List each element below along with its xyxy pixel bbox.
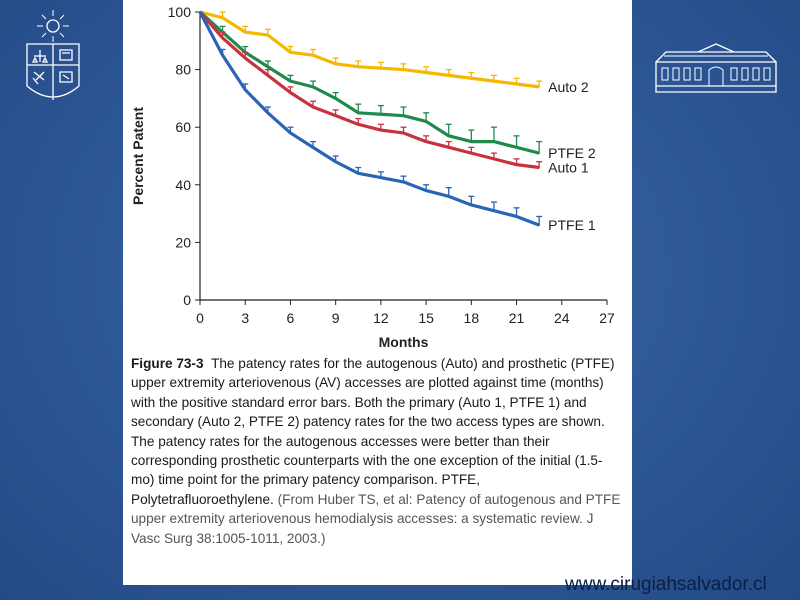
data-point [425,120,427,123]
data-point [380,67,382,69]
x-tick-label: 9 [332,310,340,326]
x-tick-label: 21 [509,310,525,326]
y-tick-label: 60 [175,119,191,135]
data-point [357,123,360,126]
data-point [312,86,314,88]
series-line [198,10,540,155]
data-point [425,189,427,192]
series-line [198,10,540,170]
data-point [402,181,405,183]
series-auto-1: Auto 1 [198,10,589,176]
data-point [538,152,540,154]
x-tick-label: 0 [196,310,204,326]
series-auto-2: Auto 2 [199,10,589,95]
x-tick-label: 27 [599,310,615,326]
data-point [221,54,224,56]
data-point [447,195,450,198]
website-url: www.cirugiahsalvador.cl [565,574,767,595]
data-point [334,160,337,163]
figure-panel: 0 20 40 60 80 100 0 3 6 9 12 15 18 21 24 27 Months Percen… [123,0,632,585]
data-point [515,163,518,166]
series-end-label: Auto 2 [548,79,589,95]
data-point [538,166,540,169]
hospital-building-icon [655,43,777,93]
data-point [312,106,314,108]
data-point [447,146,450,149]
series-ptfe-1: PTFE 1 [198,11,596,233]
data-point [312,54,314,56]
data-point [267,65,269,68]
data-point [402,114,405,117]
data-point [267,34,269,36]
series-ptfe-2: PTFE 2 [198,10,596,161]
patency-line-chart: 0 20 40 60 80 100 0 3 6 9 12 15 18 21 24 27 Months Percen… [130,4,615,350]
data-point [380,176,382,179]
data-point [334,114,337,117]
data-point [244,31,247,33]
x-axis-label: Months [379,334,429,350]
x-tick-label: 6 [287,310,295,326]
data-point [289,91,292,94]
y-tick-label: 80 [175,62,191,78]
data-point [470,152,473,154]
data-point [357,172,360,175]
data-point [425,140,427,143]
data-point [380,129,382,131]
data-point [538,224,540,226]
series-end-label: PTFE 1 [548,217,596,233]
y-tick-label: 20 [175,234,191,250]
university-seal-icon [26,10,80,100]
figure-label: Figure 73-3 [131,356,204,371]
data-point [515,146,518,149]
series-line [199,10,540,89]
x-tick-label: 18 [464,310,480,326]
data-point [538,86,540,88]
data-point [470,77,473,80]
data-point [380,113,382,116]
y-tick-label: 40 [175,177,191,193]
data-point [221,37,224,39]
data-point [357,65,360,68]
data-point [334,97,337,100]
data-point [402,68,405,71]
data-point [267,112,269,114]
data-point [425,71,427,74]
data-point [221,16,224,19]
data-point [244,57,247,59]
y-axis-label: Percent Patent [130,107,146,205]
data-point [515,215,518,218]
data-point [357,112,360,114]
series-end-label: Auto 1 [548,160,589,176]
series-line [198,11,540,227]
x-tick-label: 24 [554,310,570,326]
data-point [493,158,495,160]
data-point [289,80,292,82]
x-tick-label: 3 [241,310,249,326]
figure-caption: Figure 73-3 The patency rates for the au… [131,354,623,548]
data-point [312,146,314,149]
data-point [289,132,292,134]
y-tick-label: 0 [183,292,191,308]
data-point [447,74,450,77]
data-point [199,11,201,13]
data-point [244,88,247,91]
caption-source: (From Huber TS, et al: Patency of autoge… [131,491,621,546]
data-point [470,140,473,143]
data-point [493,140,495,143]
data-point [493,80,495,82]
data-point [334,63,337,65]
data-point [493,209,495,212]
data-point [402,132,405,134]
data-point [515,83,518,85]
y-tick-label: 100 [168,4,192,20]
data-point [267,74,269,77]
series-end-label: PTFE 2 [548,145,596,161]
x-tick-label: 15 [418,310,434,326]
data-point [447,135,450,137]
x-tick-label: 12 [373,310,389,326]
data-point [470,204,473,206]
caption-body: The patency rates for the autogenous (Au… [131,356,615,507]
data-point [289,51,292,54]
